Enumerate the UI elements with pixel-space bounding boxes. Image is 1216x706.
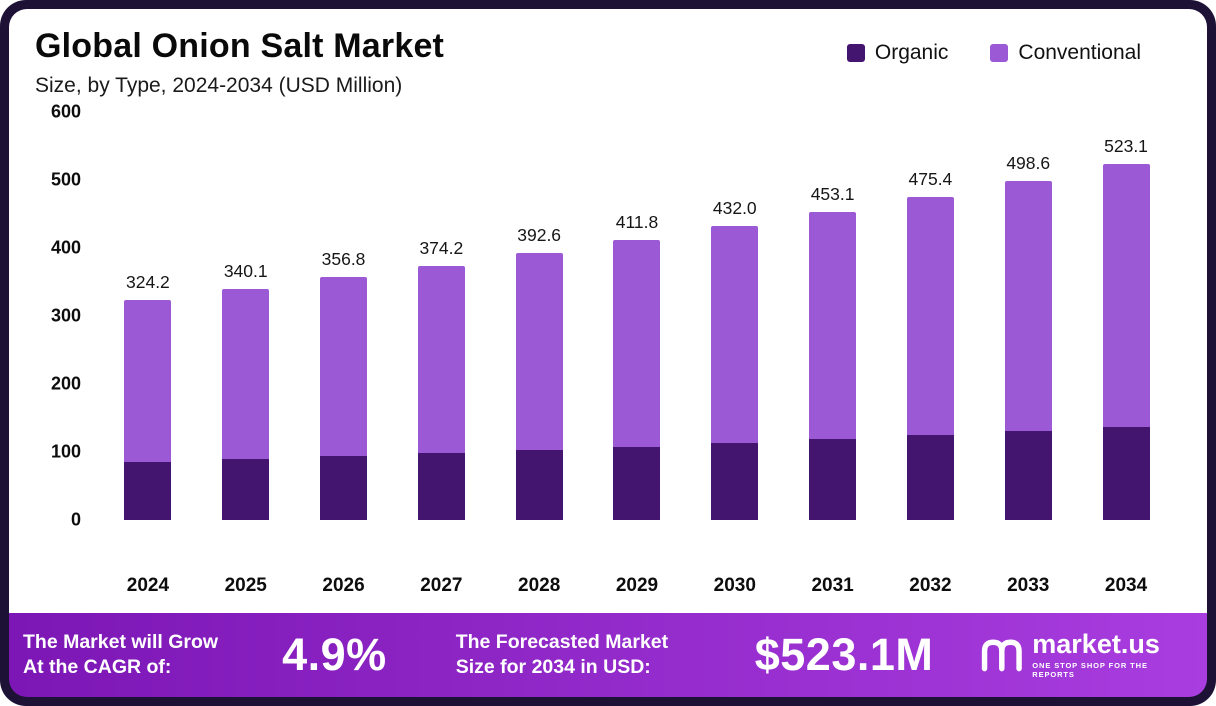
- bar-group: 475.4: [882, 112, 980, 520]
- page-subtitle: Size, by Type, 2024-2034 (USD Million): [35, 74, 403, 97]
- bar-segment-conventional: [906, 196, 954, 436]
- bar-segment-organic: [417, 453, 465, 520]
- bar-group: 374.2: [392, 112, 490, 520]
- bar-segment-conventional: [1004, 180, 1052, 431]
- bar-group: 523.1: [1077, 112, 1175, 520]
- bar-group: 392.6: [490, 112, 588, 520]
- bar-group: 324.2: [99, 112, 197, 520]
- bar-segment-organic: [320, 456, 368, 520]
- cagr-label-line2: At the CAGR of:: [23, 656, 172, 678]
- x-axis-label: 2029: [615, 575, 659, 596]
- bar-total-label: 411.8: [615, 211, 659, 232]
- forecast-value: $523.1M: [754, 629, 934, 680]
- bar-segment-organic: [711, 442, 759, 520]
- x-axis-label: 2027: [420, 575, 463, 596]
- legend-swatch-conventional: [990, 44, 1009, 62]
- bar-segment-conventional: [809, 211, 857, 440]
- bar-segment-organic: [222, 459, 270, 520]
- y-axis: 600 500 400 300 200 100 0: [35, 102, 93, 530]
- y-tick-label: 600: [50, 101, 81, 122]
- forecast-label-line2: Size for 2034 in USD:: [455, 656, 651, 678]
- bar-segment-organic: [1004, 430, 1052, 520]
- chart-area: 600 500 400 300 200 100 0 324.2 340.1 356.8 374.2…: [35, 102, 1181, 561]
- footer-banner: The Market will Grow At the CAGR of: 4.9…: [9, 613, 1207, 697]
- brand-text: market.us ONE STOP SHOP FOR THE REPORTS: [1032, 629, 1185, 680]
- bar-total-label: 392.6: [517, 225, 562, 246]
- brand-name: market.us: [1032, 629, 1160, 659]
- x-axis-label: 2031: [811, 575, 854, 596]
- y-tick-label: 400: [50, 237, 81, 258]
- bar-segment-organic: [613, 446, 661, 520]
- bar-segment-organic: [515, 449, 563, 520]
- brand-block: market.us ONE STOP SHOP FOR THE REPORTS: [980, 631, 1185, 679]
- bar-segment-conventional: [124, 299, 172, 463]
- x-axis-label: 2025: [224, 575, 267, 596]
- cagr-label-line1: The Market will Grow: [23, 630, 219, 653]
- bar-total-label: 340.1: [223, 260, 268, 281]
- bar-total-label: 356.8: [321, 249, 366, 270]
- bar-group: 498.6: [979, 112, 1077, 520]
- bar-segment-conventional: [417, 265, 465, 454]
- forecast-label-line1: The Forecasted Market: [455, 630, 669, 653]
- bar-total-label: 523.1: [1104, 136, 1148, 157]
- y-tick-label: 500: [50, 169, 81, 190]
- legend-label-organic: Organic: [874, 41, 949, 64]
- bar-segment-conventional: [1102, 164, 1150, 427]
- bar-segment-organic: [124, 462, 172, 520]
- cagr-label: The Market will Grow At the CAGR of:: [23, 630, 268, 681]
- chart-card: Global Onion Salt Market Size, by Type, …: [9, 9, 1207, 613]
- marketus-logo-icon: [981, 639, 1022, 672]
- x-axis-label: 2024: [126, 575, 170, 596]
- page-title: Global Onion Salt Market: [35, 27, 445, 65]
- bar-group: 340.1: [197, 112, 295, 520]
- chart-legend: Organic Conventional: [846, 41, 1181, 65]
- legend-item-conventional: Conventional: [990, 41, 1141, 65]
- bar-segment-conventional: [320, 277, 368, 457]
- x-axis-label: 2028: [518, 575, 561, 596]
- y-tick-label: 300: [50, 305, 81, 326]
- x-axis-label: 2030: [713, 575, 756, 596]
- bar-group: 411.8: [588, 112, 686, 520]
- bar-group: 356.8: [295, 112, 393, 520]
- legend-label-conventional: Conventional: [1018, 41, 1141, 64]
- bar-segment-organic: [1102, 426, 1150, 520]
- legend-swatch-organic: [846, 44, 865, 62]
- title-block: Global Onion Salt Market Size, by Type, …: [35, 27, 444, 98]
- y-tick-label: 200: [50, 373, 81, 394]
- bar-segment-conventional: [711, 226, 759, 443]
- bar-total-label: 432.0: [712, 198, 757, 219]
- bar-segment-organic: [809, 439, 857, 520]
- bar-total-label: 374.2: [419, 237, 464, 258]
- bar-total-label: 453.1: [810, 183, 855, 204]
- bar-total-label: 324.2: [126, 271, 170, 292]
- bar-segment-organic: [906, 435, 954, 520]
- bar-group: 432.0: [686, 112, 784, 520]
- bar-segment-conventional: [515, 253, 563, 450]
- legend-item-organic: Organic: [846, 41, 949, 65]
- x-axis-label: 2033: [1007, 575, 1050, 596]
- x-axis: 2024 2025 2026 2027 2028 2029 2030 2031 2032 2033…: [93, 575, 1181, 597]
- cagr-value: 4.9%: [282, 629, 387, 680]
- brand-tagline: ONE STOP SHOP FOR THE REPORTS: [1032, 661, 1148, 679]
- y-tick-label: 0: [70, 509, 81, 530]
- x-axis-label: 2032: [909, 575, 952, 596]
- y-tick-label: 100: [50, 441, 81, 462]
- bar-segment-conventional: [613, 239, 661, 447]
- plot-area: 324.2 340.1 356.8 374.2 392.6 411.8 432.0 453.1…: [93, 112, 1181, 520]
- bar-segment-conventional: [222, 288, 270, 460]
- chart-header: Global Onion Salt Market Size, by Type, …: [35, 27, 1181, 98]
- x-axis-label: 2034: [1104, 575, 1148, 596]
- bar-total-label: 475.4: [908, 168, 953, 189]
- forecast-label: The Forecasted Market Size for 2034 in U…: [456, 630, 741, 681]
- bar-total-label: 498.6: [1006, 152, 1051, 173]
- bar-group: 453.1: [784, 112, 882, 520]
- x-axis-label: 2026: [322, 575, 365, 596]
